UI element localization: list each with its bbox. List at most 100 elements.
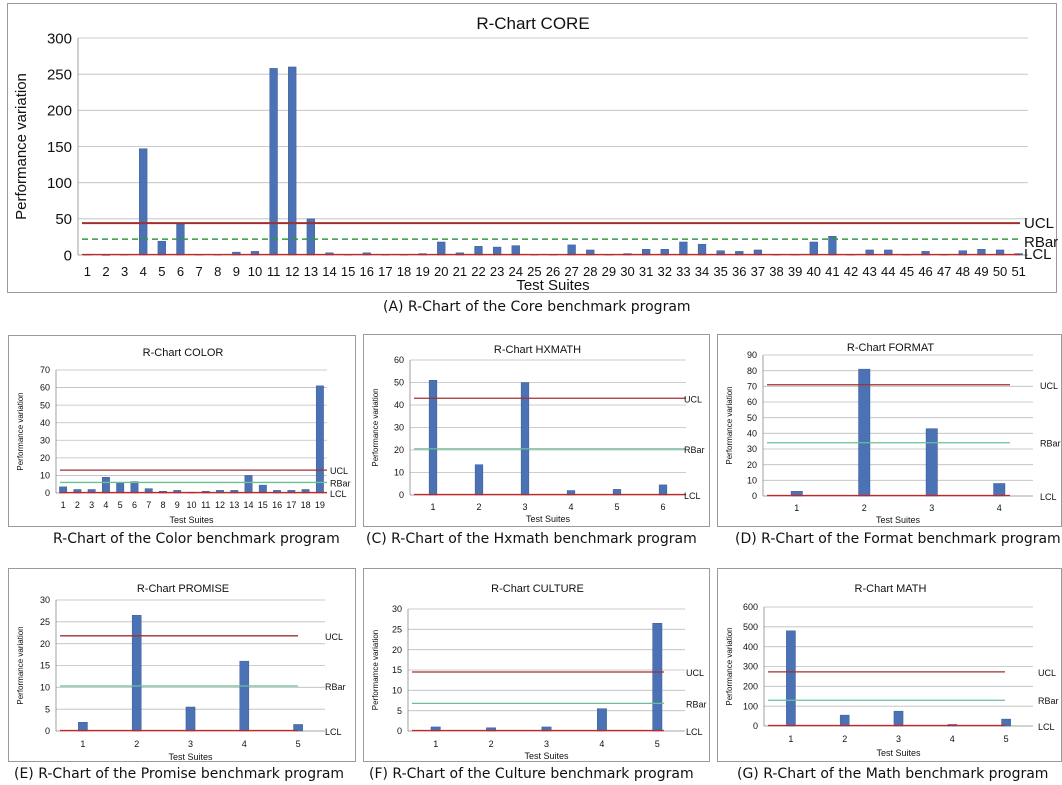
x-axis-label: Test Suites [876,515,921,525]
lcl-label: LCL [1038,722,1055,732]
x-tick-label: 47 [937,264,951,279]
chart-title: R-Chart MATH [855,583,927,595]
y-tick-label: 50 [55,211,72,228]
x-tick-label: 18 [397,264,411,279]
y-tick-label: 10 [40,682,50,692]
y-tick-label: 60 [394,355,404,365]
y-tick-label: 20 [747,460,757,470]
x-tick-label: 8 [160,500,165,510]
x-tick-label: 6 [177,264,184,279]
x-tick-label: 5 [614,502,619,512]
y-tick-label: 30 [747,444,757,454]
x-axis-label: Test Suites [168,752,213,762]
x-tick-label: 25 [527,264,541,279]
ucl-label: UCL [1024,215,1054,232]
bar-24 [511,245,520,256]
bar-3 [925,428,938,497]
x-tick-label: 9 [175,500,180,510]
x-tick-label: 4 [599,739,604,749]
x-tick-label: 41 [825,264,839,279]
ucl-label: UCL [1040,381,1058,391]
y-tick-label: 70 [40,365,50,375]
chart-panel-hxmath: R-Chart HXMATH 0 10 20 30 40 50 60 1 2 3 4 5 6 UCL RBar… [363,334,710,527]
x-tick-label: 29 [602,264,616,279]
x-tick-label: 2 [476,502,481,512]
y-tick-label: 40 [394,400,404,410]
x-tick-label: 3 [121,264,128,279]
x-axis-label: Test Suites [526,514,571,524]
x-tick-label: 42 [844,264,858,279]
y-tick-label: 0 [752,491,757,501]
x-tick-label: 49 [974,264,988,279]
ucl-label: UCL [330,466,348,476]
x-tick-label: 30 [620,264,634,279]
bar-4 [596,708,607,732]
x-tick-label: 1 [433,739,438,749]
x-tick-label: 50 [993,264,1007,279]
x-tick-label: 2 [134,739,139,749]
x-tick-label: 20 [434,264,448,279]
chart-hxmath: R-Chart HXMATH 0 10 20 30 40 50 60 1 2 3 4 5 6 UCL RBar… [371,344,705,524]
y-tick-label: 100 [47,175,72,192]
y-tick-label: 5 [397,706,402,716]
x-tick-label: 17 [378,264,392,279]
x-tick-label: 6 [132,500,137,510]
chart-title: R-Chart CORE [476,14,589,33]
x-tick-label: 28 [583,264,597,279]
rbar-label: RBar [325,682,346,692]
bar-22 [474,246,483,256]
y-tick-label: 80 [747,366,757,376]
x-tick-label: 45 [900,264,914,279]
y-tick-label: 30 [392,604,402,614]
rbar-label: RBar [1038,696,1059,706]
x-tick-label: 7 [195,264,202,279]
caption-hxmath: (C) R-Chart of the Hxmath benchmark prog… [366,531,697,547]
y-tick-label: 60 [747,397,757,407]
x-tick-label: 35 [713,264,727,279]
x-tick-label: 1 [794,503,799,513]
x-tick-label: 5 [655,739,660,749]
chart-title: R-Chart CULTURE [491,583,584,595]
y-axis-label: Performamce variation [371,630,380,710]
chart-title: R-Chart COLOR [143,347,224,359]
x-tick-label: 5 [1004,734,1009,744]
x-tick-label: 32 [658,264,672,279]
ucl-label: UCL [325,632,343,642]
x-tick-label: 5 [118,500,123,510]
y-tick-label: 0 [753,721,758,731]
bar-4 [993,483,1006,497]
y-axis-label: Performance variation [725,386,734,464]
chart-math: R-Chart MATH 0 100 200 300 400 500 600 1 2 3 4 5 UCL R… [725,583,1059,758]
y-axis-label: Performance variation [371,388,380,466]
x-tick-label: 37 [751,264,765,279]
ucl-label: UCL [686,668,704,678]
x-tick-label: 4 [568,502,573,512]
x-tick-label: 11 [267,264,281,279]
bar-3 [185,706,196,732]
x-tick-label: 38 [769,264,783,279]
bar-40 [809,241,818,256]
x-tick-label: 27 [564,264,578,279]
x-tick-label: 36 [732,264,746,279]
y-tick-label: 200 [743,681,758,691]
x-tick-label: 3 [522,502,527,512]
x-tick-label: 31 [639,264,653,279]
chart-panel-format: R-Chart FORMAT 0 10 20 30 40 50 60 70 80 90 1 2 3 4 UCL… [717,334,1062,527]
chart-format: R-Chart FORMAT 0 10 20 30 40 50 60 70 80 90 1 2 3 4 UCL… [725,342,1061,525]
bar-5 [652,623,663,732]
x-tick-label: 51 [1011,264,1025,279]
y-tick-label: 10 [392,685,402,695]
bar-27 [567,244,576,256]
y-tick-label: 15 [392,665,402,675]
ucl-label: UCL [1038,668,1056,678]
x-tick-label: 34 [695,264,709,279]
x-tick-label: 4 [140,264,147,279]
caption-format: (D) R-Chart of the Format benchmark prog… [735,531,1061,547]
ucl-label: UCL [684,394,702,404]
x-tick-label: 4 [103,500,108,510]
bar-1 [78,722,88,732]
bar-14 [244,475,253,494]
x-tick-label: 15 [341,264,355,279]
x-tick-label: 12 [285,264,299,279]
y-tick-label: 20 [392,645,402,655]
